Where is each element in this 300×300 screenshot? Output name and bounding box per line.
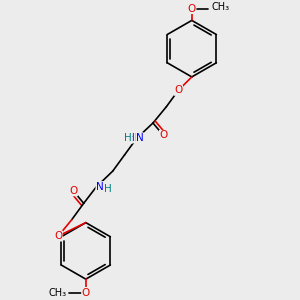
Text: H: H [104,184,112,194]
Text: O: O [54,231,62,241]
Text: O: O [174,85,182,95]
Text: O: O [159,130,168,140]
Text: N: N [96,182,104,192]
Text: O: O [69,186,77,196]
Text: CH₃: CH₃ [211,2,229,12]
Text: HN: HN [127,133,143,143]
Text: N: N [136,133,144,143]
Text: O: O [82,287,90,298]
Text: O: O [188,4,196,14]
Text: CH₃: CH₃ [49,288,67,298]
Text: H: H [124,133,132,143]
